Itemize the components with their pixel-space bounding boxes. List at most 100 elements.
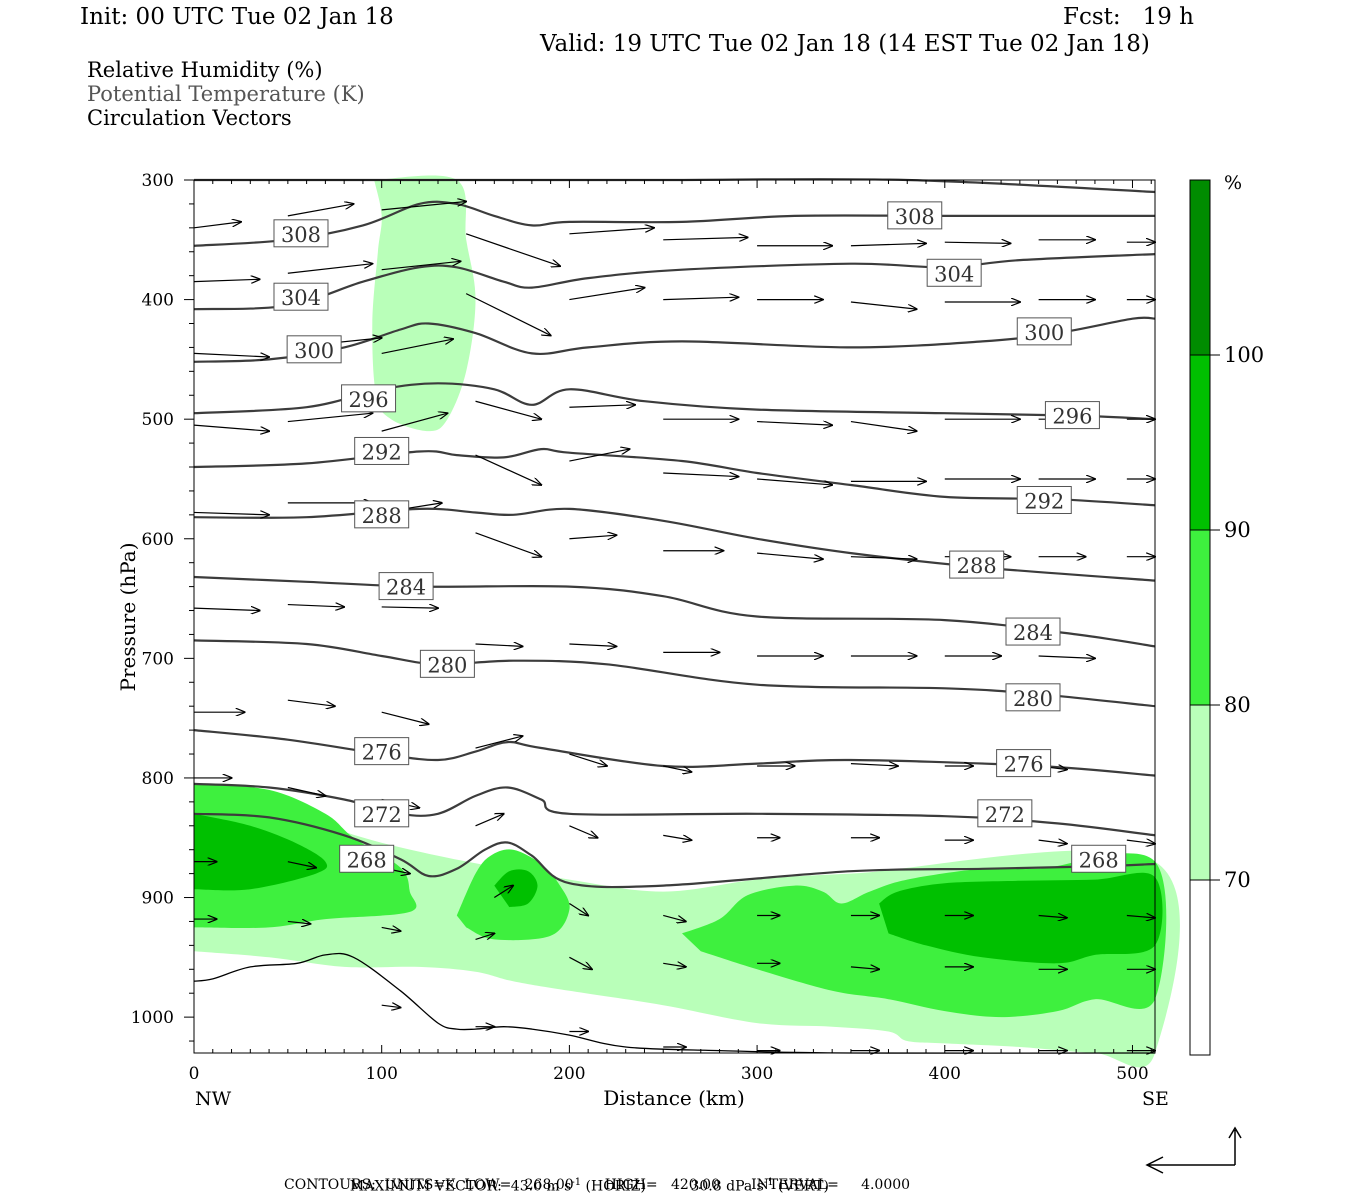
contour-label-box [273, 282, 329, 311]
contour-label-292: 292 [1024, 489, 1064, 513]
x-tick-label: 200 [553, 1064, 585, 1084]
contour-label-box [286, 335, 342, 364]
contour-label-288: 288 [362, 504, 402, 528]
rh-region-70 [372, 175, 476, 432]
colorbar-label-90: 90 [1224, 518, 1251, 542]
colorbar-label-70: 70 [1224, 868, 1251, 892]
contour-label-box [1016, 485, 1072, 514]
circulation-vector [287, 921, 311, 923]
theta-contour-312 [194, 178, 1156, 194]
circulation-vector [850, 764, 898, 766]
x-tick-label: 100 [365, 1064, 397, 1084]
circulation-vector [465, 293, 550, 336]
circulation-vector [569, 228, 653, 235]
contour-label-272: 272 [985, 803, 1025, 827]
legend-relative-humidity: Relative Humidity (%) [87, 58, 323, 82]
max-horiz-value: 43.0 m s [510, 1178, 572, 1195]
contour-label-box [977, 799, 1033, 828]
theta-contour-268 [193, 812, 1156, 889]
rh-colorbar: 100 90 80 70 [1189, 179, 1264, 1056]
circulation-vector [287, 699, 335, 706]
circulation-vector [193, 222, 241, 229]
circulation-vector [287, 264, 372, 274]
circulation-vector [663, 473, 738, 477]
legend-circulation-vectors: Circulation Vectors [87, 106, 292, 130]
circulation-vector [850, 967, 879, 969]
y-tick-label: 800 [142, 769, 174, 789]
contour-label-268: 268 [347, 848, 387, 872]
theta-contour-292 [193, 447, 1156, 507]
max-horiz-unit: (HORIZ) [585, 1178, 646, 1195]
theta-contour-304 [193, 253, 1156, 311]
circulation-vector [475, 644, 523, 646]
colorbar-label-80: 80 [1224, 693, 1251, 717]
circulation-vector [569, 903, 588, 916]
circulation-vector [493, 886, 513, 899]
circulation-vector [1038, 840, 1067, 844]
circulation-vector [569, 288, 644, 301]
contour-label-292: 292 [362, 440, 402, 464]
x-tick-label: 400 [929, 1064, 961, 1084]
colorbar-segment [1190, 880, 1210, 1055]
colorbar-segment [1190, 180, 1210, 355]
contours-info: CONTOURS: UNITS=K LOW= 268.00 HIGH= 420.… [284, 1177, 911, 1193]
x-tick-label: 500 [1116, 1064, 1148, 1084]
contour-label-296: 296 [349, 388, 389, 412]
contour-label-box [996, 749, 1052, 778]
contour-label-box [1016, 317, 1072, 346]
circulation-vector [287, 413, 372, 423]
contour-label-284: 284 [386, 576, 426, 600]
theta-contour-272 [193, 782, 1156, 837]
axes: 0 100 200 300 400 500 300 400 500 600 700 800 900 100… [131, 171, 1152, 1084]
contour-label-box [1005, 683, 1061, 712]
circulation-vector [287, 605, 344, 607]
contour-label-276: 276 [1004, 753, 1044, 777]
contour-label-308: 308 [281, 223, 321, 247]
circulation-vector [663, 963, 686, 967]
contour-label-272: 272 [362, 803, 402, 827]
max-vector-line: MAXIMUM VECTOR: 43.0 m s-1 (HORIZ) 30.8 … [341, 1159, 829, 1195]
rh-region-90 [494, 869, 538, 908]
colorbar-label-100: 100 [1224, 343, 1264, 367]
circulation-vector [193, 353, 269, 357]
valid-time: Valid: 19 UTC Tue 02 Jan 18 (14 EST Tue … [540, 31, 1150, 57]
circulation-vector [569, 535, 616, 539]
theta-contour-296 [193, 382, 1156, 421]
contour-label-300: 300 [1024, 321, 1064, 345]
max-vert-unit: (VERT) [778, 1178, 829, 1195]
circulation-vector [663, 835, 691, 840]
circulation-vector [1038, 656, 1095, 658]
reference-vector-icon [1145, 1126, 1242, 1174]
theta-contour-288 [193, 507, 1156, 582]
contour-label-box [354, 799, 410, 828]
y-tick-label: 1000 [131, 1008, 174, 1028]
contour-label-276: 276 [362, 741, 402, 765]
rh-shading [194, 175, 1180, 1068]
circulation-vector [381, 413, 448, 432]
y-tick-label: 600 [142, 530, 174, 550]
circulation-vector [465, 233, 560, 266]
contour-label-box [1044, 401, 1100, 430]
contour-labels: 268 268 272 272 276 276 280 280 284 284 288 288 292 2… [273, 201, 1127, 873]
circulation-vector [193, 512, 269, 514]
se-end-label: SE [1142, 1088, 1169, 1110]
contour-label-box [1005, 617, 1061, 646]
circulation-vector [381, 339, 453, 354]
contour-label-box [949, 550, 1005, 579]
y-axis-label: Pressure (hPa) [116, 543, 140, 692]
nw-end-label: NW [195, 1088, 232, 1110]
max-vector-label: MAXIMUM VECTOR: [349, 1178, 502, 1195]
circulation-vector [1126, 840, 1155, 844]
circulation-vector [475, 814, 504, 827]
contour-label-308: 308 [895, 205, 935, 229]
circulation-vector [569, 956, 592, 969]
circulation-vector [381, 927, 401, 931]
contour-label-box [1071, 844, 1127, 873]
circulation-vector [287, 861, 316, 868]
circulation-vector [569, 405, 635, 407]
contour-label-280: 280 [1013, 687, 1053, 711]
colorbar-segment [1190, 530, 1210, 705]
circulation-vector [757, 478, 832, 485]
circulation-vector [1126, 915, 1155, 917]
